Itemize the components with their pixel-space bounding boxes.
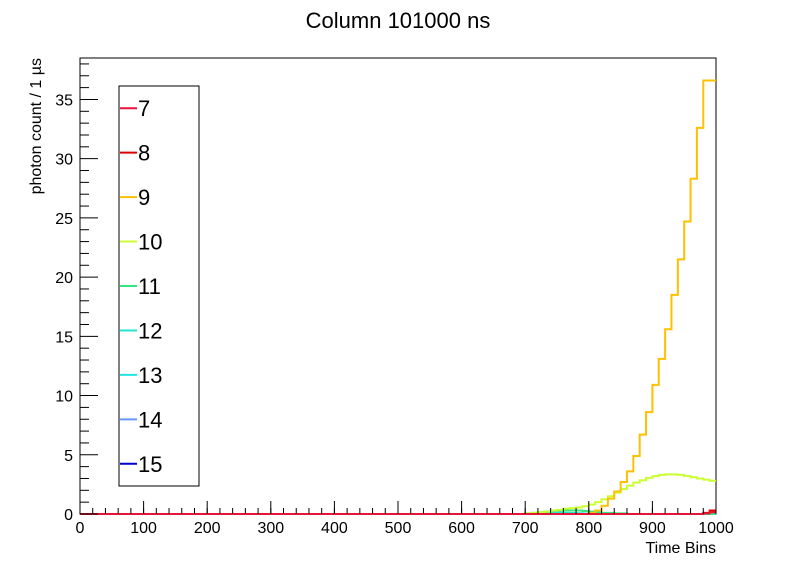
y-tick-label: 25	[55, 211, 73, 228]
legend-entry-7: 7	[138, 96, 150, 121]
y-tick-label: 10	[55, 389, 73, 406]
x-axis: 0 100 200 300 400 500 600 700 800 900 1000	[76, 501, 734, 537]
y-axis-label: photon count / 1 µs	[28, 58, 45, 194]
legend-entry-12: 12	[138, 318, 162, 343]
y-tick-label: 5	[64, 448, 73, 465]
series-line-7	[80, 511, 716, 515]
plot-area	[79, 57, 717, 515]
x-tick-label: 900	[639, 520, 666, 537]
legend: 7 8 9 10 11 12 13 14 15	[118, 85, 200, 487]
chart-title: Column 101000 ns	[306, 8, 491, 33]
x-axis-label: Time Bins	[645, 540, 716, 557]
legend-entry-9: 9	[138, 185, 150, 210]
y-tick-label: 0	[64, 507, 73, 524]
legend-entry-10: 10	[138, 230, 162, 255]
x-tick-label: 300	[257, 520, 284, 537]
x-tick-label: 600	[448, 520, 475, 537]
legend-entry-14: 14	[138, 407, 162, 432]
legend-entry-15: 15	[138, 452, 162, 477]
x-tick-label: 400	[321, 520, 348, 537]
legend-entry-11: 11	[138, 274, 161, 299]
y-tick-label: 20	[55, 270, 73, 287]
legend-entry-13: 13	[138, 363, 162, 388]
x-tick-label: 700	[512, 520, 539, 537]
y-tick-label: 15	[55, 329, 73, 346]
x-tick-label: 1000	[698, 520, 734, 537]
x-tick-label: 500	[385, 520, 412, 537]
legend-entry-8: 8	[138, 141, 150, 166]
y-tick-label: 30	[55, 152, 73, 169]
y-axis: 0 5 10 15 20 25 30 35	[55, 63, 98, 524]
x-tick-label: 800	[575, 520, 602, 537]
x-tick-label: 100	[130, 520, 157, 537]
x-tick-label: 0	[76, 520, 85, 537]
x-tick-label: 200	[194, 520, 221, 537]
y-tick-label: 35	[55, 92, 73, 109]
